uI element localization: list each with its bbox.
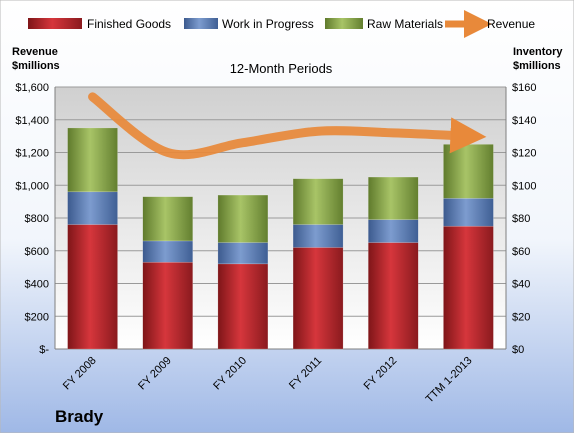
bar-work-in-progress-fy-2008: [67, 191, 118, 225]
legend-label-raw-materials: Raw Materials: [367, 17, 443, 31]
grid-lines: [54, 86, 507, 350]
right-tick-label: $0: [512, 344, 524, 356]
bar-work-in-progress-fy-2011: [292, 224, 344, 248]
left-tick-label: $1,600: [15, 82, 49, 94]
bar-raw-materials-ttm-1-2013: [443, 144, 494, 199]
bar-finished-goods-fy-2008: [67, 224, 118, 350]
left-tick-label: $200: [25, 311, 49, 323]
bar-finished-goods-fy-2009: [142, 261, 193, 350]
revenue-line-series: [88, 92, 487, 160]
legend-label-finished-goods: Finished Goods: [87, 17, 171, 31]
right-tick-label: $80: [512, 213, 530, 225]
right-tick-label: $140: [512, 115, 536, 127]
company-name: Brady: [55, 407, 104, 426]
right-tick-label: $160: [512, 82, 536, 94]
bar-finished-goods-fy-2010: [217, 263, 269, 350]
revenue-line: [88, 92, 487, 160]
left-tick-label: $-: [39, 344, 49, 356]
bar-raw-materials-fy-2011: [292, 178, 344, 225]
left-axis-ticks: $- $200 $400 $600 $800 $1,000 $1,200 $1,400 $1,6…: [15, 82, 49, 356]
legend-swatch-work-in-progress: [184, 18, 218, 29]
bar-series: [67, 127, 494, 350]
bar-work-in-progress-fy-2010: [217, 242, 269, 265]
bar-work-in-progress-fy-2012: [368, 219, 419, 243]
bar-work-in-progress-fy-2009: [142, 240, 193, 263]
bar-raw-materials-fy-2010: [217, 194, 269, 243]
right-tick-label: $40: [512, 279, 530, 291]
bar-finished-goods-fy-2012: [368, 242, 419, 350]
left-tick-label: $400: [25, 279, 49, 291]
right-tick-label: $100: [512, 180, 536, 192]
right-axis-title-line1: Inventory: [513, 46, 563, 58]
right-tick-label: $60: [512, 246, 530, 258]
bar-finished-goods-ttm-1-2013: [443, 225, 494, 350]
bar-raw-materials-fy-2009: [142, 196, 193, 242]
left-tick-label: $600: [25, 246, 49, 258]
bar-raw-materials-fy-2008: [67, 127, 118, 193]
left-tick-label: $800: [25, 213, 49, 225]
left-axis-title-line2: $millions: [12, 60, 60, 72]
legend: Finished Goods Work in Progress Raw Mate…: [28, 10, 535, 38]
left-axis-title-line1: Revenue: [12, 46, 58, 58]
right-axis-title-line2: $millions: [513, 60, 561, 72]
legend-swatch-raw-materials: [325, 18, 363, 29]
bar-work-in-progress-ttm-1-2013: [443, 198, 494, 227]
right-axis-ticks: $0 $20 $40 $60 $80 $100 $120 $140 $160: [512, 82, 536, 356]
chart-subtitle: 12-Month Periods: [230, 61, 333, 76]
legend-label-work-in-progress: Work in Progress: [222, 17, 314, 31]
left-tick-label: $1,200: [15, 148, 49, 160]
legend-label-revenue: Revenue: [487, 17, 535, 31]
right-tick-label: $20: [512, 311, 530, 323]
legend-swatch-finished-goods: [28, 18, 82, 29]
right-tick-label: $120: [512, 148, 536, 160]
bar-finished-goods-fy-2011: [292, 247, 344, 350]
left-tick-label: $1,400: [15, 115, 49, 127]
left-tick-label: $1,000: [15, 180, 49, 192]
bar-raw-materials-fy-2012: [368, 176, 419, 220]
